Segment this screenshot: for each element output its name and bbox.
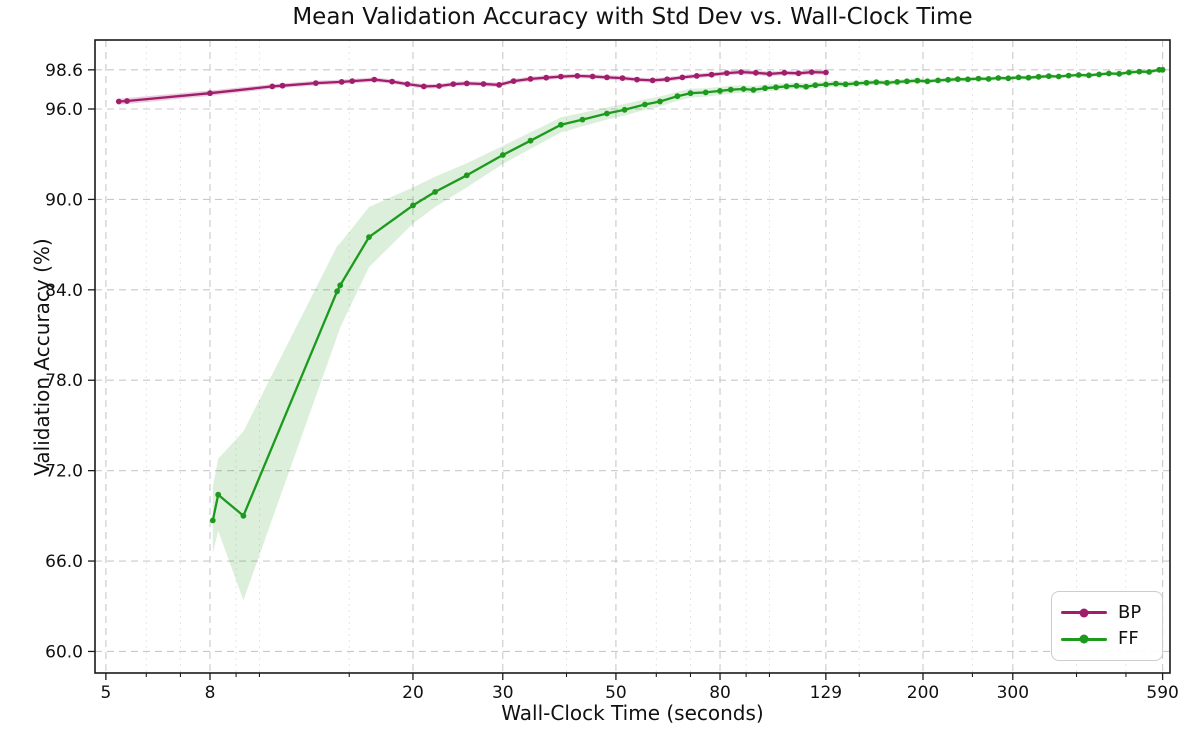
ff-legend-marker-icon [1079, 634, 1089, 644]
x-tick-label: 80 [709, 683, 731, 703]
bp-markers [115, 69, 829, 105]
y-tick-label: 66.0 [45, 552, 83, 572]
ff-markers [209, 66, 1166, 524]
y-tick-label: 78.0 [45, 371, 83, 391]
y-tick-label: 72.0 [45, 462, 83, 482]
bp-legend-line-icon [1061, 608, 1107, 618]
x-ticks: 5 8 20 30 50 80 129 200 300 590 [100, 673, 1179, 703]
ff-legend-line-icon [1061, 634, 1107, 644]
x-tick-label: 300 [997, 683, 1029, 703]
ff-std-band [212, 68, 1163, 601]
y-tick-label: 84.0 [45, 281, 83, 301]
legend: BP FF [1051, 591, 1163, 661]
y-tick-label: 98.6 [45, 61, 83, 81]
legend-item-ff: FF [1061, 630, 1162, 648]
y-tick-label: 60.0 [45, 642, 83, 662]
axes-frame [94, 39, 1171, 674]
x-tick-label: 50 [605, 683, 627, 703]
bp-legend-marker-icon [1079, 608, 1089, 618]
x-tick-label: 30 [492, 683, 514, 703]
major-gridlines [95, 40, 1170, 673]
x-tick-label: 590 [1146, 683, 1178, 703]
x-tick-label: 200 [907, 683, 939, 703]
x-tick-label: 20 [402, 683, 424, 703]
legend-label-bp: BP [1118, 601, 1142, 623]
y-tick-label: 96.0 [45, 100, 83, 120]
y-axis-label: Validation Accuracy (%) [30, 238, 54, 476]
x-tick-label: 5 [100, 683, 111, 703]
y-ticks: 60.0 66.0 72.0 78.0 84.0 90.0 96.0 98.6 [45, 61, 95, 662]
y-tick-label: 90.0 [45, 190, 83, 210]
x-tick-label: 129 [810, 683, 842, 703]
bp-std-band [118, 69, 826, 105]
x-tick-label: 8 [205, 683, 216, 703]
legend-item-bp: BP [1061, 601, 1162, 623]
chart-title: Mean Validation Accuracy with Std Dev vs… [292, 4, 973, 30]
legend-label-ff: FF [1118, 628, 1139, 650]
x-axis-label: Wall-Clock Time (seconds) [501, 701, 764, 725]
